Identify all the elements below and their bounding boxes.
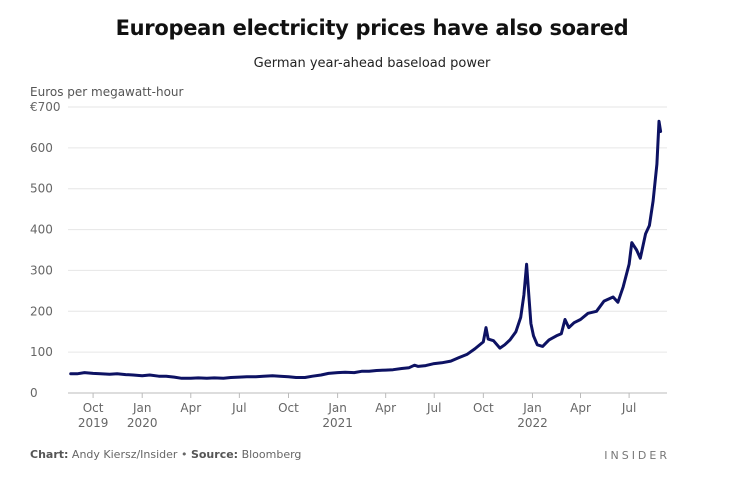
footer-source-name: Bloomberg xyxy=(241,448,302,461)
chart-title: European electricity prices have also so… xyxy=(115,16,629,40)
x-tick-year-label: 2021 xyxy=(322,416,353,430)
x-tick-label: Jan xyxy=(132,401,152,415)
x-tick-year-label: 2020 xyxy=(127,416,158,430)
series-line-german-power xyxy=(69,119,663,380)
y-tick-label: 0 xyxy=(30,386,38,400)
x-tick-label: Oct xyxy=(83,401,104,415)
x-tick-year-label: 2022 xyxy=(517,416,548,430)
x-tick-label: Jul xyxy=(231,401,246,415)
insider-logo: INSIDER xyxy=(604,449,670,462)
grid-lines xyxy=(68,106,667,394)
y-axis-label: Euros per megawatt-hour xyxy=(30,85,184,99)
x-tick-label: Jul xyxy=(621,401,636,415)
chart-subtitle: German year-ahead baseload power xyxy=(253,56,491,71)
y-tick-label: 400 xyxy=(30,223,53,237)
x-tick-label: Apr xyxy=(180,401,201,415)
x-tick-label: Apr xyxy=(570,401,591,415)
x-tick-label: Jan xyxy=(522,401,542,415)
footer-chart-label: Chart: xyxy=(30,448,69,461)
x-tick-year-label: 2019 xyxy=(78,416,109,430)
footer-chart-author: Andy Kiersz/Insider xyxy=(71,448,178,461)
y-axis-ticks: 0 100 200 300 400 500 600 €700 xyxy=(30,100,61,400)
x-tick-label: Apr xyxy=(375,401,396,415)
y-tick-label: €700 xyxy=(30,100,61,114)
y-tick-label: 600 xyxy=(30,141,53,155)
y-tick-label: 100 xyxy=(30,345,53,359)
x-tick-label: Jul xyxy=(426,401,441,415)
y-tick-label: 300 xyxy=(30,263,53,277)
chart-footer: Chart: Andy Kiersz/Insider • Source: Blo… xyxy=(30,448,301,461)
y-tick-label: 200 xyxy=(30,304,53,318)
x-tick-label: Oct xyxy=(278,401,299,415)
x-tick-label: Jan xyxy=(327,401,347,415)
y-tick-label: 500 xyxy=(30,182,53,196)
footer-bullet: • xyxy=(180,448,188,461)
x-tick-label: Oct xyxy=(473,401,494,415)
footer-source-label: Source: xyxy=(190,448,239,461)
